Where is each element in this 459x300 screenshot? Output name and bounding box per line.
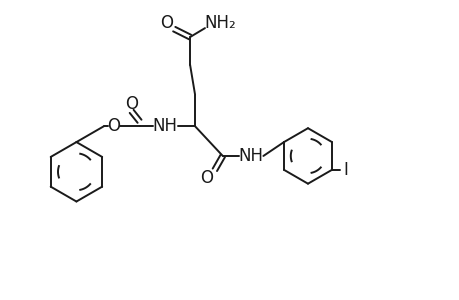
Text: O: O [107, 117, 120, 135]
Text: NH: NH [152, 117, 178, 135]
Text: NH₂: NH₂ [203, 14, 235, 32]
Text: I: I [343, 161, 347, 179]
Text: NH: NH [237, 147, 263, 165]
Text: O: O [159, 14, 173, 32]
Text: O: O [200, 169, 213, 187]
Text: O: O [125, 95, 138, 113]
